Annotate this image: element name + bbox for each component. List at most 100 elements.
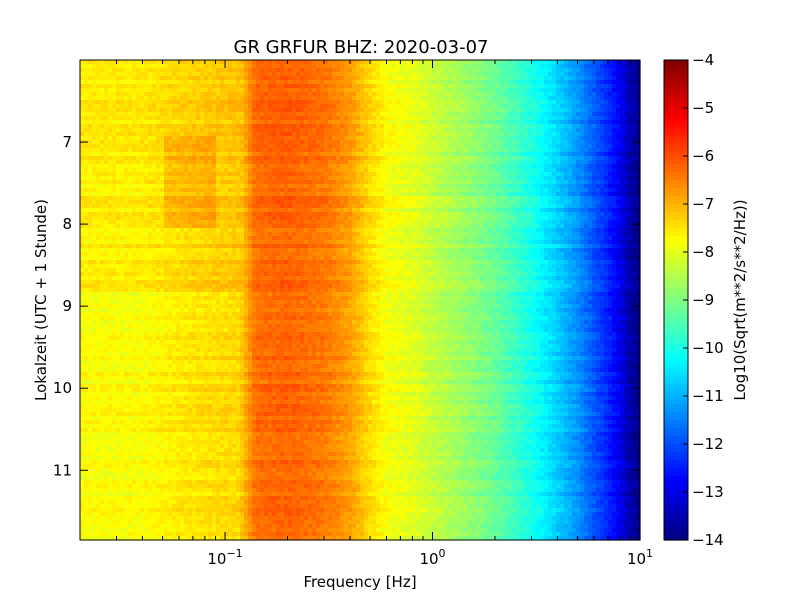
heatmap-cell bbox=[564, 164, 569, 169]
heatmap-cell bbox=[136, 200, 141, 205]
heatmap-cell bbox=[548, 192, 553, 197]
heatmap-cell bbox=[620, 160, 625, 165]
heatmap-cell bbox=[416, 188, 421, 193]
heatmap-cell bbox=[416, 152, 421, 157]
heatmap-cell bbox=[112, 160, 117, 165]
heatmap-cell bbox=[108, 108, 113, 113]
heatmap-cell bbox=[372, 116, 377, 121]
heatmap-cell bbox=[104, 80, 109, 85]
heatmap-cell bbox=[452, 84, 457, 89]
heatmap-cell bbox=[628, 156, 633, 161]
heatmap-cell bbox=[460, 64, 465, 69]
heatmap-cell bbox=[608, 64, 613, 69]
heatmap-cell bbox=[200, 120, 205, 125]
heatmap-cell bbox=[592, 136, 597, 141]
heatmap-cell bbox=[300, 168, 305, 173]
heatmap-cell bbox=[576, 108, 581, 113]
heatmap-cell bbox=[424, 168, 429, 173]
heatmap-cell bbox=[392, 76, 397, 81]
heatmap-cell bbox=[516, 84, 521, 89]
heatmap-cell bbox=[240, 160, 245, 165]
heatmap-cell bbox=[108, 92, 113, 97]
heatmap-cell bbox=[368, 100, 373, 105]
heatmap-cell bbox=[404, 172, 409, 177]
heatmap-cell bbox=[452, 64, 457, 69]
heatmap-cell bbox=[272, 116, 277, 121]
heatmap-cell bbox=[192, 128, 197, 133]
heatmap-cell bbox=[340, 132, 345, 137]
heatmap-cell bbox=[192, 80, 197, 85]
heatmap-cell bbox=[500, 140, 505, 145]
heatmap-cell bbox=[260, 84, 265, 89]
heatmap-cell bbox=[464, 104, 469, 109]
heatmap-cell bbox=[192, 144, 197, 149]
heatmap-cell bbox=[356, 88, 361, 93]
heatmap-cell bbox=[268, 60, 273, 65]
heatmap-cell bbox=[124, 172, 129, 177]
heatmap-cell bbox=[180, 92, 185, 97]
heatmap-cell bbox=[204, 104, 209, 109]
heatmap-cell bbox=[404, 96, 409, 101]
heatmap-cell bbox=[160, 156, 165, 161]
heatmap-cell bbox=[248, 84, 253, 89]
heatmap-cell bbox=[364, 184, 369, 189]
heatmap-cell bbox=[276, 108, 281, 113]
heatmap-cell bbox=[456, 188, 461, 193]
heatmap-cell bbox=[612, 136, 617, 141]
heatmap-cell bbox=[436, 188, 441, 193]
heatmap-cell bbox=[464, 144, 469, 149]
heatmap-cell bbox=[112, 60, 117, 65]
heatmap-cell bbox=[492, 188, 497, 193]
heatmap-cell bbox=[556, 160, 561, 165]
heatmap-cell bbox=[224, 100, 229, 105]
heatmap-cell bbox=[404, 124, 409, 129]
heatmap-cell bbox=[332, 180, 337, 185]
heatmap-cell bbox=[180, 180, 185, 185]
heatmap-cell bbox=[600, 120, 605, 125]
heatmap-cell bbox=[480, 60, 485, 65]
heatmap-cell bbox=[632, 176, 637, 181]
heatmap-cell bbox=[232, 140, 237, 145]
heatmap-cell bbox=[192, 148, 197, 153]
heatmap-cell bbox=[540, 168, 545, 173]
heatmap-cell bbox=[276, 200, 281, 205]
heatmap-cell bbox=[572, 64, 577, 69]
heatmap-cell bbox=[320, 136, 325, 141]
heatmap-cell bbox=[80, 80, 85, 85]
heatmap-cell bbox=[464, 108, 469, 113]
heatmap-cell bbox=[556, 120, 561, 125]
heatmap-cell bbox=[436, 60, 441, 65]
heatmap-cell bbox=[252, 72, 257, 77]
heatmap-cell bbox=[244, 196, 249, 201]
heatmap-cell bbox=[628, 144, 633, 149]
heatmap-cell bbox=[612, 148, 617, 153]
heatmap-cell bbox=[440, 148, 445, 153]
heatmap-cell bbox=[360, 76, 365, 81]
heatmap-cell bbox=[284, 168, 289, 173]
heatmap-cell bbox=[216, 124, 221, 129]
heatmap-cell bbox=[204, 180, 209, 185]
heatmap-cell bbox=[552, 112, 557, 117]
heatmap-cell bbox=[136, 128, 141, 133]
heatmap-cell bbox=[276, 176, 281, 181]
heatmap-cell bbox=[620, 96, 625, 101]
heatmap-cell bbox=[608, 72, 613, 77]
heatmap-cell bbox=[552, 96, 557, 101]
heatmap-cell bbox=[112, 144, 117, 149]
heatmap-cell bbox=[184, 68, 189, 73]
heatmap-cell bbox=[456, 100, 461, 105]
heatmap-cell bbox=[256, 168, 261, 173]
heatmap-cell bbox=[108, 156, 113, 161]
heatmap-cell bbox=[448, 200, 453, 205]
heatmap-cell bbox=[616, 124, 621, 129]
heatmap-cell bbox=[476, 76, 481, 81]
heatmap-cell bbox=[256, 176, 261, 181]
heatmap-cell bbox=[120, 180, 125, 185]
heatmap-cell bbox=[160, 168, 165, 173]
heatmap-cell bbox=[360, 60, 365, 65]
heatmap-cell bbox=[632, 136, 637, 141]
heatmap-cell bbox=[112, 180, 117, 185]
heatmap-cell bbox=[628, 80, 633, 85]
heatmap-cell bbox=[260, 100, 265, 105]
heatmap-cell bbox=[256, 144, 261, 149]
